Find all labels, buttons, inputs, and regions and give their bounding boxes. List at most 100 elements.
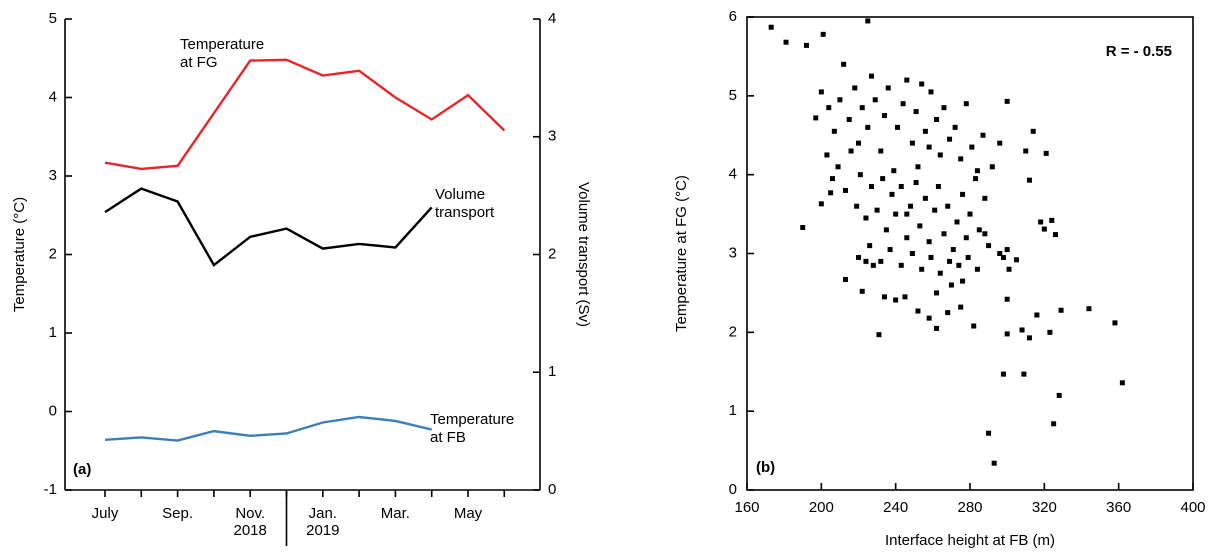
scatter-point (956, 262, 962, 268)
scatter-point (945, 310, 951, 316)
scatter-point (835, 164, 841, 170)
x-tick-label: Sep. (162, 505, 193, 522)
scatter-point (893, 297, 899, 303)
scatter-point (872, 97, 878, 103)
scatter-point (842, 187, 848, 193)
x-tick-label: 280 (957, 499, 982, 516)
scatter-point (947, 136, 953, 142)
scatter-point (1112, 320, 1118, 326)
scatter-point (1013, 257, 1019, 263)
scatter-point (1006, 266, 1012, 272)
scatter-point (898, 262, 904, 268)
scatter-point (859, 288, 865, 294)
scatter-point (989, 164, 995, 170)
scatter-point (922, 128, 928, 134)
scatter-point (865, 18, 871, 24)
scatter-point (856, 254, 861, 260)
panel-label: (a) (73, 461, 91, 478)
scatter-point (1030, 128, 1036, 134)
scatter-point (952, 124, 958, 130)
scatter-point (880, 176, 886, 182)
scatter-point (915, 308, 921, 314)
scatter-point (919, 266, 925, 272)
scatter-point (954, 219, 960, 225)
scatter-point (974, 266, 980, 272)
scatter-point (928, 89, 934, 95)
y-tick-label: 3 (49, 167, 57, 184)
scatter-point (904, 235, 910, 241)
scatter-point (893, 211, 899, 217)
scatter-point (1038, 219, 1044, 225)
scatter-point (960, 278, 966, 284)
scatter-point (867, 243, 873, 249)
scatter-point (934, 116, 940, 122)
scatter-point (1004, 331, 1010, 337)
x-tick-label: May (454, 505, 483, 522)
scatter-point (852, 85, 858, 91)
scatter-point (783, 39, 789, 45)
scatter-point (824, 152, 830, 158)
scatter-point (986, 430, 992, 436)
scatter-point (826, 105, 832, 111)
scatter-point (1004, 98, 1010, 104)
series-label: Temperature at FG (180, 36, 264, 71)
scatter-point (1026, 335, 1032, 341)
scatter-point (909, 140, 915, 146)
scatter-point (971, 323, 977, 329)
scatter-point (965, 254, 971, 260)
y-tick-label: 6 (729, 8, 737, 25)
scatter-point (926, 144, 932, 150)
y2-tick-label: 4 (548, 10, 556, 27)
series-label: Volume transport (435, 186, 495, 221)
scatter-point (837, 97, 843, 103)
scatter-point (900, 101, 906, 107)
x-tick-label: Jan. 2019 (306, 505, 339, 539)
scatter-point (848, 148, 854, 154)
scatter-point (859, 105, 865, 111)
scatter-point (926, 315, 932, 321)
y-tick-label: 0 (729, 481, 737, 498)
x-tick-label: 200 (809, 499, 834, 516)
x-tick-label: 360 (1106, 499, 1131, 516)
y-axis-label: Temperature (°C) (11, 197, 28, 312)
scatter-point (878, 258, 884, 264)
y-tick-label: 1 (49, 324, 57, 341)
scatter-point (869, 183, 875, 189)
scatter-point (982, 195, 988, 201)
scatter-point (958, 156, 964, 162)
scatter-point (945, 203, 951, 209)
scatter-point (1086, 306, 1092, 312)
scatter-point (813, 115, 819, 121)
scatter-point (1000, 371, 1006, 377)
scatter-point (928, 254, 934, 260)
scatter-point (846, 116, 852, 122)
scatter-point (1000, 254, 1006, 260)
scatter-point (941, 231, 947, 237)
y-axis-label: Temperature at FG (°C) (673, 175, 690, 332)
y2-axis-label: Volume transport (Sv) (575, 182, 592, 327)
y-tick-label: 2 (729, 323, 737, 340)
scatter-point (948, 282, 954, 288)
x-tick-label: 160 (734, 499, 759, 516)
scatter-point (904, 77, 910, 83)
scatter-point (973, 176, 979, 182)
scatter-point (967, 211, 973, 217)
scatter-point (803, 42, 809, 48)
scatter-point (997, 251, 1003, 256)
scatter-point (870, 262, 876, 268)
scatter-point (898, 183, 904, 189)
scatter-point (1034, 312, 1040, 318)
y2-tick-label: 1 (548, 363, 556, 380)
scatter-point (1119, 380, 1125, 386)
scatter-point (935, 183, 941, 189)
x-tick-label: Nov. 2018 (234, 505, 267, 539)
scatter-point (841, 61, 847, 67)
scatter-point (937, 270, 943, 276)
scatter-point (950, 247, 956, 253)
scatter-point (842, 277, 848, 283)
series-line (104, 187, 433, 267)
scatter-point (885, 85, 891, 91)
y2-tick-label: 0 (548, 481, 556, 498)
y-tick-label: 4 (729, 166, 737, 183)
scatter-point (1041, 226, 1047, 232)
